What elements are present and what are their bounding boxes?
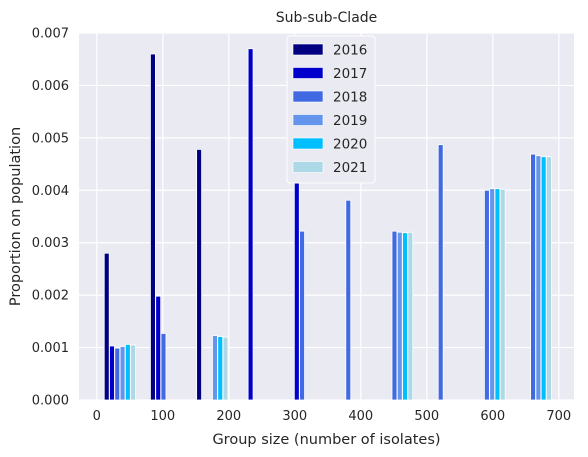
legend-swatch-2016 xyxy=(292,43,324,56)
bars xyxy=(103,48,552,401)
y-tick-labels: 0.000 0.001 0.002 0.003 0.004 0.005 0.006 0.007 xyxy=(32,27,69,409)
bar-2020-187 xyxy=(217,336,224,401)
legend-swatch-2017 xyxy=(292,67,324,79)
bar-2021-475 xyxy=(407,231,414,401)
bar-2021-685 xyxy=(546,156,552,401)
bar-2016-15 xyxy=(103,252,110,401)
y-axis-label: Proportion on population xyxy=(8,127,24,306)
bar-2017-233 xyxy=(247,48,254,401)
y-tick-label: 0.004 xyxy=(32,184,69,199)
bar-2021-55 xyxy=(130,344,136,401)
legend-swatch-2020 xyxy=(292,137,324,150)
bar-2018-311 xyxy=(299,230,305,401)
x-axis-label: Group size (number of isolates) xyxy=(212,432,440,448)
legend-label-2020: 2020 xyxy=(333,137,367,153)
legend-swatch-2018 xyxy=(292,90,324,103)
y-tick-label: 0.003 xyxy=(32,236,69,251)
y-tick-label: 0.005 xyxy=(32,131,69,146)
bar-2020-467 xyxy=(402,232,408,401)
y-tick-label: 0.001 xyxy=(32,341,69,356)
x-tick-labels: 0 100 200 300 400 500 600 700 xyxy=(93,409,572,424)
x-tick-label: 700 xyxy=(546,409,571,424)
y-tick-label: 0.000 xyxy=(32,394,69,409)
bar-2017-303 xyxy=(293,161,300,401)
bar-2016-155 xyxy=(196,148,202,401)
bar-2018-31 xyxy=(114,347,121,401)
y-tick-label: 0.006 xyxy=(32,79,69,94)
x-tick-label: 0 xyxy=(93,409,101,424)
bar-2020-677 xyxy=(540,156,547,401)
bar-2019-39 xyxy=(119,346,126,401)
chart-title: Sub-sub-Clade xyxy=(276,10,378,26)
bar-2018-521 xyxy=(437,144,444,401)
bar-2020-47 xyxy=(124,344,131,401)
legend-swatch-2019 xyxy=(292,114,324,126)
legend-label-2021: 2021 xyxy=(333,160,367,176)
x-tick-label: 600 xyxy=(480,409,505,424)
legend-label-2016: 2016 xyxy=(333,43,367,59)
bar-2018-591 xyxy=(484,189,490,401)
x-tick-label: 200 xyxy=(216,409,241,424)
bar-2018-101 xyxy=(160,333,167,401)
y-tick-label: 0.007 xyxy=(32,27,69,42)
x-tick-label: 500 xyxy=(414,409,439,424)
bar-2019-459 xyxy=(396,231,403,401)
bar-2019-179 xyxy=(212,335,218,401)
bar-2020-607 xyxy=(494,188,501,401)
legend-label-2017: 2017 xyxy=(333,66,367,82)
x-tick-label: 100 xyxy=(150,409,175,424)
bar-2018-661 xyxy=(530,153,536,401)
bar-2016-85 xyxy=(150,53,156,401)
legend-label-2018: 2018 xyxy=(333,90,367,106)
bar-2021-195 xyxy=(222,336,229,401)
legend: 2016 2017 2018 2019 2020 2021 xyxy=(286,35,376,184)
legend-swatch-2021 xyxy=(292,161,324,173)
x-tick-label: 400 xyxy=(348,409,373,424)
bar-2017-23 xyxy=(109,345,115,401)
y-tick-label: 0.002 xyxy=(32,289,69,304)
bar-2018-381 xyxy=(345,199,352,401)
legend-label-2019: 2019 xyxy=(333,113,367,129)
bar-2019-669 xyxy=(535,155,542,401)
bar-2017-93 xyxy=(155,295,162,401)
x-tick-label: 300 xyxy=(282,409,307,424)
bar-2019-599 xyxy=(489,188,496,401)
bar-2018-451 xyxy=(391,230,398,401)
bar-2021-615 xyxy=(499,188,506,401)
